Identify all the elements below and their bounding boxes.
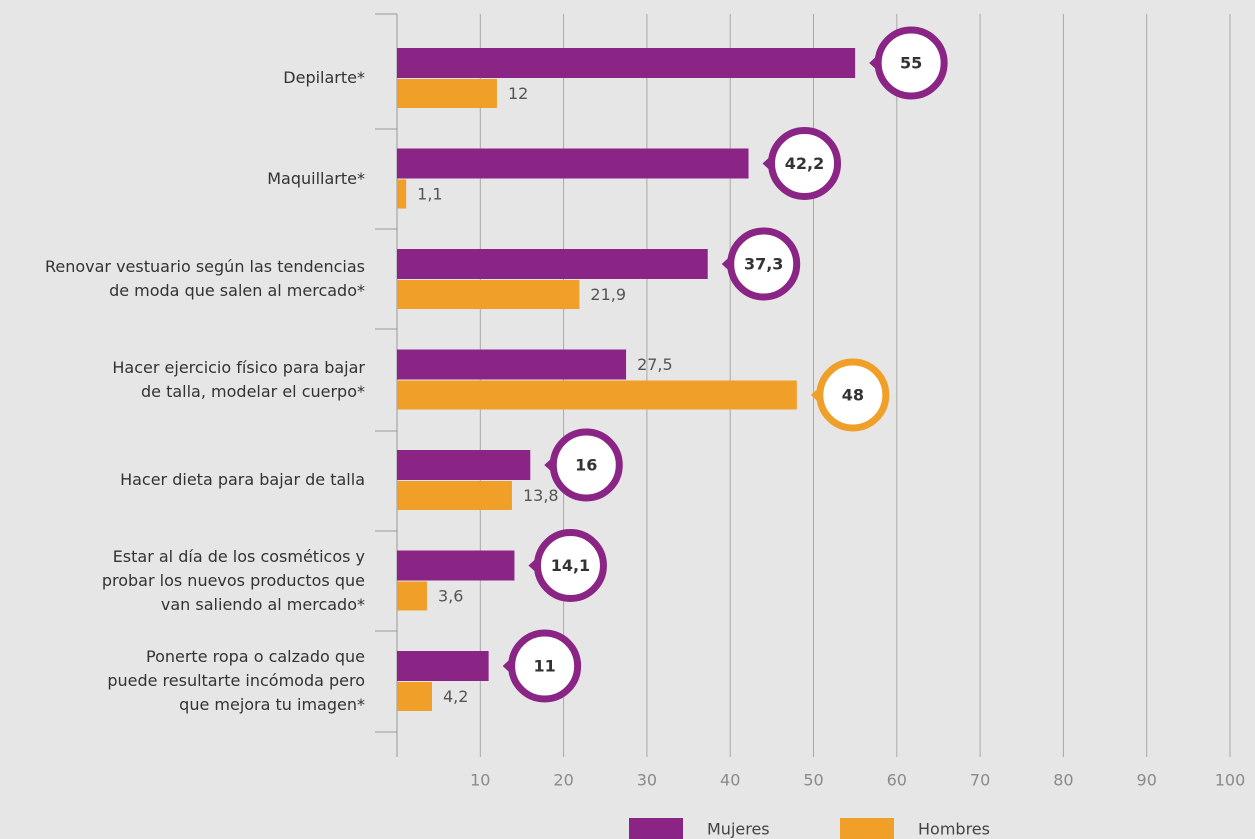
bar <box>397 380 797 410</box>
bubble <box>508 629 582 703</box>
bubble <box>768 127 842 200</box>
bar <box>397 280 580 309</box>
x-tick-label: 60 <box>887 771 907 790</box>
data-label: 14,1 <box>551 556 590 575</box>
category-label: Renovar vestuario según las tendencias d… <box>44 257 365 300</box>
x-tick-label: 30 <box>637 771 657 790</box>
x-tick-label: 70 <box>970 771 990 790</box>
bar <box>397 48 856 78</box>
category-label: Estar al día de los cosméticos y probar … <box>101 546 365 614</box>
data-label: 1,1 <box>417 185 442 204</box>
bubble <box>533 529 607 602</box>
category-label: Maquillarte* <box>267 168 365 188</box>
legend-swatch <box>629 818 683 839</box>
data-label: 48 <box>842 386 864 405</box>
x-tick-label: 80 <box>1053 771 1073 790</box>
data-label: 16 <box>575 456 597 475</box>
legend-label: Hombres <box>918 820 990 839</box>
bar <box>397 651 489 681</box>
data-label: 11 <box>533 657 555 676</box>
bar <box>397 249 708 279</box>
category-label: Hacer dieta para bajar de talla <box>120 470 365 489</box>
x-tick-label: 40 <box>720 771 740 790</box>
x-tick-label: 90 <box>1137 771 1157 790</box>
data-label: 4,2 <box>443 687 468 706</box>
data-label: 55 <box>900 54 922 73</box>
x-tick-label: 100 <box>1215 771 1246 790</box>
bar <box>397 682 432 711</box>
bar <box>397 481 512 510</box>
bar <box>397 550 515 581</box>
data-label: 21,9 <box>590 285 626 304</box>
data-label: 37,3 <box>744 255 783 274</box>
legend-label: Mujeres <box>707 820 770 839</box>
bar <box>397 179 407 209</box>
data-label: 27,5 <box>637 355 673 374</box>
bubble <box>727 227 801 301</box>
bar <box>397 148 749 179</box>
category-label: Depilarte* <box>283 68 365 87</box>
x-tick-label: 20 <box>553 771 573 790</box>
bar <box>397 450 531 480</box>
bar <box>397 349 627 380</box>
bar <box>397 581 427 611</box>
x-tick-label: 50 <box>803 771 823 790</box>
data-label: 3,6 <box>438 587 463 606</box>
bubble <box>549 428 623 502</box>
bar <box>397 79 497 108</box>
data-label: 13,8 <box>523 486 559 505</box>
data-label: 12 <box>508 84 528 103</box>
x-tick-label: 10 <box>470 771 490 790</box>
category-label: Ponerte ropa o calzado que puede resulta… <box>107 647 365 714</box>
legend-swatch <box>840 818 894 839</box>
bubble <box>874 26 948 100</box>
data-label: 42,2 <box>785 154 824 173</box>
bubble <box>816 358 890 432</box>
category-label: Hacer ejercicio físico para bajar de tal… <box>112 357 365 401</box>
